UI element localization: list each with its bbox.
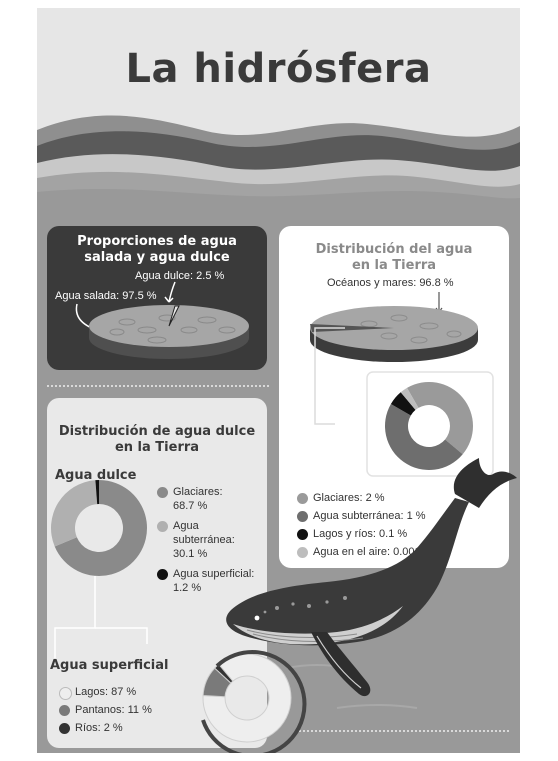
fresh-donut-segment-0 (54, 480, 147, 576)
fresh-legend-label-2-1: 1.2 % (173, 582, 202, 594)
earth-legend-dot-0 (297, 493, 308, 504)
freshwater-title-line2: en la Tierra (114, 440, 200, 455)
oceans-label: Océanos y mares: 96.8 % (327, 277, 454, 289)
fresh-water-slice (168, 305, 180, 327)
freshwater-card: Distribución de agua dulce en la Tierra … (47, 398, 307, 753)
surface-legend-dot-1 (59, 705, 70, 716)
surface-donut-chart (201, 650, 307, 753)
surface-donut-outline (201, 650, 307, 753)
poster: La hidrósfera Proporciones de agua salad… (37, 8, 520, 753)
earth-legend-dot-1 (297, 511, 308, 522)
salt-water-label: Agua salada: 97.5 % (55, 290, 157, 302)
salt-fresh-title-line2: salada y agua dulce (84, 250, 230, 265)
fresh-legend-label-0-1: 68.7 % (173, 500, 208, 512)
page-title: La hidrósfera (125, 46, 432, 92)
earth-donut-segment-2 (390, 392, 416, 416)
dotted-divider-lower (299, 730, 509, 732)
earth-legend-label-0: Glaciares: 2 % (313, 492, 385, 504)
whale-illustration (226, 458, 517, 697)
fresh-legend-label-2-0: Agua superficial: (173, 568, 255, 580)
fresh-legend-dot-2 (157, 569, 168, 580)
dotted-divider-upper (47, 385, 269, 387)
earth-donut-segment-0 (407, 382, 473, 455)
freshwater-donut-chart (51, 480, 147, 576)
surface-donut-segment-2 (214, 663, 234, 684)
fresh-donut-segment-2 (95, 480, 99, 505)
fresh-legend-label-1-2: 30.1 % (173, 548, 208, 560)
earth-legend-dot-2 (297, 529, 308, 540)
surface-legend-label-0: Lagos: 87 % (75, 686, 137, 698)
earth-distribution-card: Distribución del agua en la Tierra Océan… (279, 226, 509, 568)
earth-donut-segment-3 (400, 387, 419, 410)
freshwater-title-line1: Distribución de agua dulce (58, 424, 256, 439)
earth-donut-chart (384, 382, 473, 471)
fresh-legend-dot-0 (157, 487, 168, 498)
surface-legend-dot-2 (59, 723, 70, 734)
salt-fresh-title-line1: Proporciones de agua (77, 234, 237, 249)
earth-legend-label-3: Agua en el aire: 0.001 % (313, 546, 434, 558)
fresh-legend-label-1-1: subterránea: (173, 534, 235, 546)
earth-legend-label-2: Lagos y ríos: 0.1 % (313, 528, 408, 540)
surface-legend-label-2: Ríos: 2 % (75, 722, 123, 734)
earth-legend-dot-3 (297, 547, 308, 558)
earth-distribution-title-line2: en la Tierra (351, 258, 437, 273)
fresh-water-label: Agua dulce: 2.5 % (135, 270, 225, 282)
salt-fresh-pie-3d (75, 281, 249, 359)
freshwater-charts (51, 480, 307, 753)
surface-legend-dot-0 (59, 687, 72, 700)
earth-distribution-title-line1: Distribución del agua (315, 242, 473, 257)
waves-illustration (37, 115, 520, 238)
earth-legend-label-1: Agua subterránea: 1 % (313, 510, 426, 522)
salt-fresh-card: Proporciones de agua salada y agua dulce… (47, 226, 267, 370)
surface-donut-segment-0 (202, 653, 292, 743)
fresh-legend-label-1-0: Agua (173, 520, 199, 532)
earth-donut-segment-1 (384, 404, 463, 471)
other-water-slice (310, 324, 394, 332)
surface-subtitle: Agua superficial (50, 658, 169, 673)
fresh-legend-label-0-0: Glaciares: (173, 486, 223, 498)
fresh-legend-dot-1 (157, 521, 168, 532)
fresh-donut-segment-1 (51, 480, 98, 547)
earth-distribution-charts (310, 292, 494, 477)
freshwater-subtitle: Agua dulce (55, 468, 137, 483)
surface-legend-label-1: Pantanos: 11 % (75, 704, 152, 716)
